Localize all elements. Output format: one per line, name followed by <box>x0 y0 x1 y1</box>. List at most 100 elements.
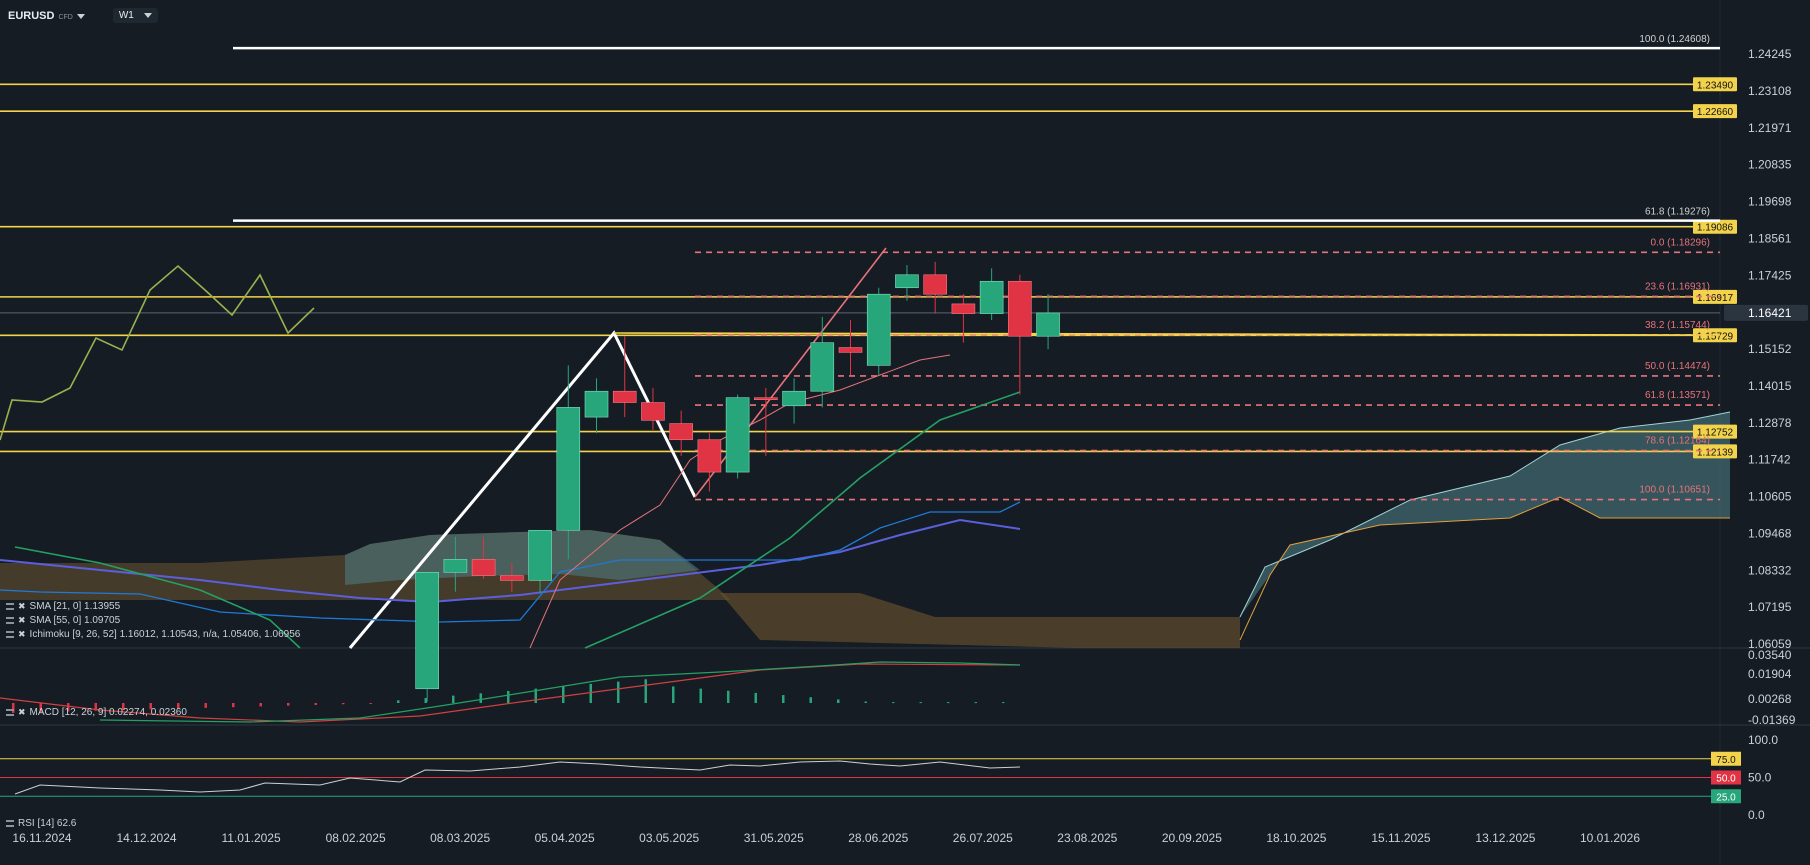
rsi-level-label: 75.0 <box>1716 755 1736 766</box>
date-tick-label: 15.11.2025 <box>1371 831 1430 845</box>
candle-body <box>866 293 891 366</box>
chart-header: EURUSD CFD W1 <box>8 8 158 23</box>
macd-bar <box>1002 702 1005 704</box>
level-tag <box>1693 424 1737 439</box>
kijun-early-line <box>14 546 301 649</box>
macd-bar <box>369 703 372 704</box>
level-tag-label: 1.15729 <box>1697 331 1734 342</box>
level-tag <box>1693 219 1737 234</box>
level-tag <box>1693 104 1737 119</box>
macd-bar <box>397 700 400 703</box>
macd-bar <box>67 703 70 712</box>
macd-bar <box>452 695 455 703</box>
macd-tick-label: -0.01369 <box>1748 713 1796 727</box>
legend-sma55[interactable]: ✖ SMA [55, 0] 1.09705 <box>6 615 120 626</box>
candle-body <box>641 402 665 421</box>
symbol-tag: CFD <box>58 13 73 21</box>
rsi-level-tag <box>1711 789 1741 804</box>
macd-bar <box>122 703 125 711</box>
macd-bar <box>837 699 840 703</box>
level-tag-label: 1.19086 <box>1697 223 1734 234</box>
legend-sma21[interactable]: ✖ SMA [21, 0] 1.13955 <box>6 601 120 612</box>
candle-body <box>528 529 552 581</box>
layers-icon <box>6 631 14 638</box>
legend-rsi[interactable]: RSI [14] 62.6 <box>6 818 76 829</box>
date-tick-label: 23.08.2025 <box>1057 831 1117 845</box>
level-tag-label: 1.12139 <box>1697 447 1734 458</box>
candle-body <box>782 390 806 407</box>
level-tag <box>1693 77 1737 92</box>
candle-body <box>471 559 496 576</box>
symbol-selector[interactable]: EURUSD CFD <box>8 10 85 22</box>
legend-macd[interactable]: ✖ MACD [12, 26, 9] 0.02274, 0.02360 <box>6 707 187 718</box>
senkou-a-line <box>1239 411 1731 618</box>
candle-body <box>1008 280 1032 337</box>
date-tick-label: 16.11.2024 <box>12 831 71 845</box>
macd-bar <box>177 703 180 709</box>
macd-tick-label: 0.03540 <box>1748 648 1792 662</box>
date-tick-label: 03.05.2025 <box>639 831 699 845</box>
macd-bar <box>672 686 675 703</box>
price-tick-label: 1.11742 <box>1748 453 1791 467</box>
cloud-bear-mid <box>720 593 1240 648</box>
macd-bar <box>314 703 317 705</box>
level-tag <box>1693 444 1737 459</box>
close-icon[interactable]: ✖ <box>18 707 26 717</box>
date-tick-label: 26.07.2025 <box>953 831 1013 845</box>
date-tick-label: 10.01.2026 <box>1580 831 1640 845</box>
candle-body <box>584 390 609 418</box>
close-icon[interactable]: ✖ <box>18 601 26 611</box>
macd-bar <box>892 702 895 704</box>
fib-extension-label: 100.0 (1.24608) <box>1639 34 1710 45</box>
candle-body <box>443 559 468 573</box>
date-tick-label: 08.03.2025 <box>430 831 490 845</box>
price-tick-label: 1.15152 <box>1748 342 1792 356</box>
chikou-span-line <box>0 264 315 441</box>
price-tick-label: 1.20835 <box>1748 158 1792 172</box>
macd-bar <box>727 690 730 703</box>
cloud-bull-future <box>1240 412 1730 617</box>
candle-body <box>923 274 947 295</box>
legend-ichimoku-text: Ichimoku [9, 26, 52] 1.16012, 1.10543, n… <box>29 629 301 640</box>
price-tick-label: 1.14015 <box>1748 379 1792 393</box>
price-tick-label: 1.18561 <box>1748 231 1792 245</box>
macd-bar <box>809 697 812 703</box>
fib-retracement-label: 61.8 (1.13571) <box>1645 390 1710 401</box>
swing-high-line <box>613 332 1721 336</box>
rsi-line <box>14 760 1021 795</box>
close-icon[interactable]: ✖ <box>18 629 26 639</box>
candle-body <box>697 439 722 473</box>
cloud-bull-early <box>345 530 700 585</box>
macd-bar <box>617 681 620 703</box>
time-axis: 16.11.2024 14.12.2024 11.01.2025 08.02.2025… <box>12 831 1640 845</box>
candles <box>415 261 1060 702</box>
fib-retracement-label: 78.6 (1.12164) <box>1645 436 1710 447</box>
symbol-name: EURUSD <box>8 9 55 22</box>
chevron-down-icon <box>76 13 85 19</box>
timeframe-selector[interactable]: W1 <box>112 8 158 23</box>
price-tick-label: 1.09468 <box>1748 526 1792 540</box>
price-tick-label: 1.19698 <box>1748 195 1792 209</box>
candle-body <box>612 390 637 403</box>
candle-body <box>669 423 693 441</box>
ichimoku-cloud <box>0 411 1731 648</box>
fib-retracement-label: 50.0 (1.14474) <box>1645 361 1710 372</box>
timeframe-label: W1 <box>118 10 134 21</box>
candle-body <box>838 347 863 353</box>
macd-bar <box>342 703 345 705</box>
rsi-level-label: 25.0 <box>1716 792 1736 803</box>
macd-bar <box>644 679 647 703</box>
legend-rsi-text: RSI [14] 62.6 <box>18 818 77 829</box>
close-icon[interactable]: ✖ <box>18 615 26 625</box>
sma21-line <box>0 501 1021 623</box>
candle-body <box>1036 312 1060 337</box>
legend-ichimoku[interactable]: ✖ Ichimoku [9, 26, 52] 1.16012, 1.10543,… <box>6 629 300 640</box>
macd-bar <box>94 703 97 711</box>
layers-icon <box>6 603 14 610</box>
date-tick-label: 20.09.2025 <box>1162 831 1222 845</box>
price-axis: 1.24245 1.23108 1.21971 1.20835 1.19698 1.185… <box>1724 47 1808 651</box>
date-tick-label: 31.05.2025 <box>744 831 804 845</box>
macd-bar <box>507 690 510 703</box>
